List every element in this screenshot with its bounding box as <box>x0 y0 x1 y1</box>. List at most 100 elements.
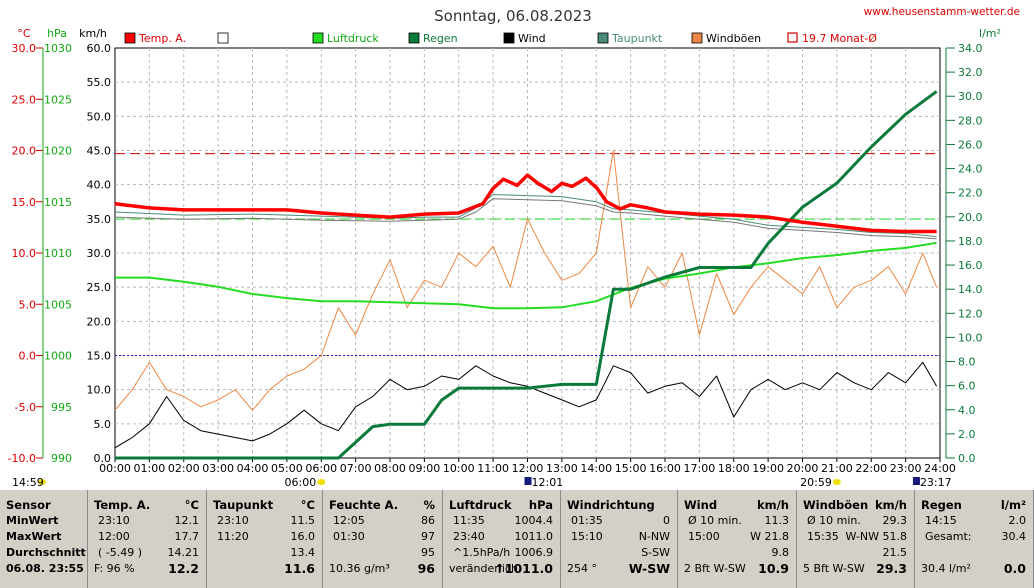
footer-current-value: 12.2 <box>168 561 199 576</box>
rain-tick-label: 18.0 <box>958 235 983 248</box>
cell-value: 14.21 <box>167 546 200 559</box>
footer-current-value: 0.0 <box>1003 561 1026 576</box>
column-header: Regen <box>921 498 962 512</box>
cell-value: 21.5 <box>882 546 908 559</box>
column-unit: % <box>423 498 435 512</box>
cell-value: 13.4 <box>290 546 316 559</box>
x-tick-label: 11:00 <box>477 462 509 475</box>
x-tick-label: 08:00 <box>374 462 406 475</box>
x-tick-label: 10:00 <box>443 462 475 475</box>
rain-tick-label: 34.0 <box>958 42 983 55</box>
rain-tick-label: 14.0 <box>958 283 983 296</box>
legend-swatch <box>691 32 703 44</box>
x-tick-label: 02:00 <box>168 462 200 475</box>
x-tick-label: 23:00 <box>890 462 922 475</box>
x-tick-label: 14:00 <box>580 462 612 475</box>
sun-icon <box>832 479 841 485</box>
cell-value: 11.5 <box>290 514 316 527</box>
grid <box>114 47 941 459</box>
cell-time: ^1.5hPa/h <box>453 546 511 559</box>
footer-info: F: 96 % <box>94 562 135 575</box>
pressure-tick-label: 1015 <box>44 196 72 209</box>
rain-tick-label: 0.0 <box>958 452 976 465</box>
pressure-tick-label: 1010 <box>44 247 72 260</box>
cell-value: 16.0 <box>290 530 316 543</box>
time-marker: 12:01 <box>524 476 563 489</box>
series-line-taupunkt-2 <box>114 198 937 240</box>
series-line-windb-en <box>114 150 938 411</box>
column-unit: hPa <box>528 498 553 512</box>
cell-value: 95 <box>421 546 435 559</box>
chart-title: Sonntag, 06.08.2023 <box>434 7 592 25</box>
column-unit: km/h <box>874 498 907 512</box>
stats-column: Windböen km/h Ø 10 min. 29.3 15:35 W-NW 51.8 2… <box>797 490 915 588</box>
legend-entry: Regen <box>408 32 458 45</box>
column-unit: km/h <box>756 498 789 512</box>
cell-time: ( -5.49 ) <box>98 546 143 559</box>
source-link[interactable]: www.heusenstamm-wetter.de <box>864 6 1020 18</box>
speed-tick-label: 45.0 <box>87 145 112 158</box>
speed-tick-label: 15.0 <box>87 350 112 363</box>
temp-tick-label: 10.0 <box>12 247 37 260</box>
cell-time: 15:00 <box>688 530 720 543</box>
cell-time: Gesamt: <box>925 530 972 543</box>
rain-unit-label: l/m² <box>979 27 1001 40</box>
column-header: Wind <box>684 498 718 512</box>
time-marker-label: 20:59 <box>800 476 832 489</box>
footer-current-value: ↑1011.0 <box>494 561 553 576</box>
cell-time: 15:35 <box>807 530 839 543</box>
pressure-tick-label: 1020 <box>44 145 72 158</box>
rain-tick-label: 2.0 <box>958 428 976 441</box>
cell-time: 23:10 <box>98 514 130 527</box>
cell-value: 9.8 <box>771 546 790 559</box>
cell-time: 12:00 <box>98 530 130 543</box>
cell-value: S-SW <box>641 546 670 559</box>
legend-entry: 19.7 Monat-Ø <box>787 32 877 45</box>
legend-entry <box>217 32 229 44</box>
column-unit: l/m² <box>1000 498 1026 512</box>
legend: Temp. A. Luftdruck Regen Wind Taupunkt Windbö… <box>124 32 877 45</box>
column-unit: °C <box>184 498 199 512</box>
cell-value: 97 <box>421 530 435 543</box>
x-tick-label: 20:00 <box>787 462 819 475</box>
temp-unit-label: °C <box>17 27 31 40</box>
temp-tick-label: 15.0 <box>12 196 37 209</box>
time-markers: 14:59 06:00 12:01 20:59 23:17 <box>12 476 952 489</box>
rain-tick-label: 8.0 <box>958 356 976 369</box>
x-tick-label: 07:00 <box>340 462 372 475</box>
cell-value: 29.3 <box>882 514 908 527</box>
temp-tick-label: 0.0 <box>19 350 37 363</box>
stats-column: Sensor MinWert MaxWert Durchschnitt 06.08. 2… <box>0 490 88 588</box>
speed-unit-label: km/h <box>79 27 107 40</box>
speed-tick-label: 55.0 <box>87 76 112 89</box>
cell-value: N-NW <box>638 530 670 543</box>
column-unit: °C <box>300 498 315 512</box>
cell-time: 11:35 <box>453 514 485 527</box>
legend-label: Wind <box>518 32 546 45</box>
rain-tick-label: 6.0 <box>958 380 976 393</box>
cell-value: 11.3 <box>764 514 790 527</box>
legend-entry: Windböen <box>691 32 761 45</box>
cell-value: 30.4 <box>1001 530 1027 543</box>
sun-icon <box>38 479 46 485</box>
pressure-tick-label: 1000 <box>44 350 72 363</box>
column-header: Windrichtung <box>567 498 655 512</box>
legend-swatch <box>408 32 420 44</box>
time-marker: 06:00 <box>285 476 326 489</box>
moon-icon <box>912 477 920 485</box>
footer-current-value: 96 <box>417 561 435 576</box>
speed-tick-label: 20.0 <box>87 315 112 328</box>
speed-tick-label: 30.0 <box>87 247 112 260</box>
footer-current-value: 11.6 <box>284 561 315 576</box>
pressure-tick-label: 990 <box>51 452 72 465</box>
noon-icon <box>524 477 532 485</box>
footer-info: 254 ° <box>567 562 597 575</box>
stats-column: Temp. A. °C 23:10 12.1 12:00 17.7 ( -5.49 ) 14.… <box>88 490 207 588</box>
cell-value: 1004.4 <box>514 514 554 527</box>
cell-time: Ø 10 min. <box>688 514 742 527</box>
legend-label: Windböen <box>706 32 761 45</box>
cell-time: Ø 10 min. <box>807 514 861 527</box>
series-line-luftdruck <box>115 241 937 310</box>
cell-value: 86 <box>421 514 435 527</box>
rain-tick-label: 32.0 <box>958 66 983 79</box>
